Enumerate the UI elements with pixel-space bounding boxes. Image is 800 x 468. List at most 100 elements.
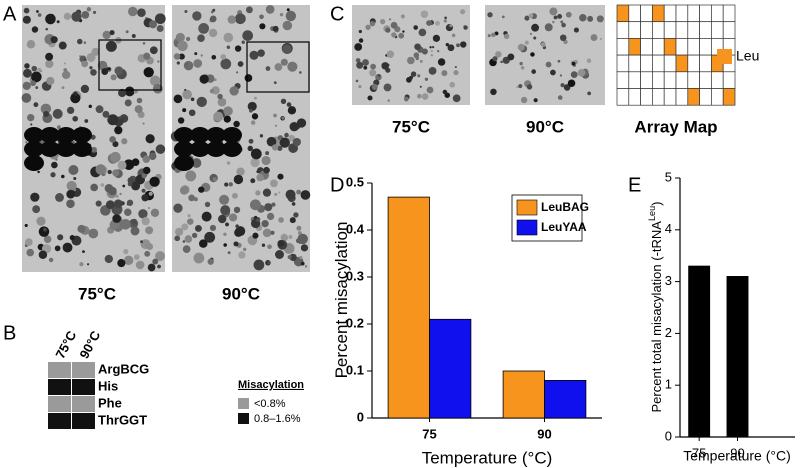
spot (177, 117, 185, 124)
spot (596, 15, 604, 23)
spot (281, 116, 285, 120)
spot (274, 63, 283, 71)
spot (33, 102, 39, 108)
spot (249, 108, 253, 113)
spot (173, 53, 181, 60)
spot (280, 58, 288, 66)
spot (288, 134, 295, 142)
spot (236, 71, 239, 74)
caption: Array Map (634, 117, 717, 136)
spot (37, 170, 40, 174)
spot (557, 59, 561, 63)
map-cell (675, 88, 689, 106)
spot (271, 202, 276, 207)
spot (174, 155, 194, 171)
spot (289, 217, 296, 224)
spot (184, 62, 189, 67)
map-cell (699, 54, 712, 73)
legend-title: Misacylation (238, 379, 304, 391)
spot (86, 53, 96, 62)
spot (217, 97, 227, 107)
x-tick-label: 90 (730, 445, 744, 460)
spot (43, 227, 47, 232)
spot (453, 70, 459, 76)
spot (64, 62, 67, 65)
legend-label: Leu (736, 48, 759, 64)
spot (56, 127, 76, 143)
map-cell (616, 71, 630, 89)
bar (726, 276, 749, 438)
spot (300, 261, 305, 266)
spot (24, 223, 28, 228)
column-label: 75°C (52, 328, 79, 361)
spot (565, 11, 572, 18)
spot (229, 86, 239, 96)
spot (220, 58, 232, 70)
spot (407, 56, 415, 65)
spot (105, 200, 115, 210)
spot (287, 255, 292, 260)
spot (83, 41, 87, 44)
spot (27, 114, 35, 122)
map-cell (652, 54, 665, 73)
map-cell (722, 4, 736, 23)
y-tick-label: 3 (665, 273, 672, 288)
spot (31, 65, 38, 72)
spot (550, 69, 556, 76)
spot (201, 211, 212, 222)
map-cell (687, 38, 700, 56)
spot (263, 166, 270, 174)
map-cell (628, 21, 641, 39)
spot (24, 155, 44, 171)
map-cell (711, 4, 724, 23)
spot (110, 74, 117, 81)
spot (217, 93, 223, 100)
row-label: ArgBCG (98, 361, 149, 376)
spot (131, 218, 137, 225)
spot (228, 182, 233, 187)
spot (292, 137, 301, 147)
spot (233, 206, 241, 214)
heat-cell (48, 379, 71, 395)
spot (109, 136, 116, 143)
panel-label: C (330, 3, 344, 25)
legend-label: 0.8–1.6% (254, 413, 301, 425)
spot (58, 41, 67, 50)
spot (72, 115, 79, 122)
spot (233, 120, 240, 128)
map-cell (616, 4, 630, 23)
spot (586, 58, 592, 63)
spot (184, 88, 187, 91)
spot (233, 174, 244, 185)
spot (130, 226, 140, 236)
spot (413, 52, 420, 59)
spot (100, 183, 105, 187)
spot (599, 37, 602, 40)
spot (146, 243, 154, 251)
spot (271, 144, 279, 151)
spot (297, 231, 302, 235)
spot (234, 13, 246, 25)
spot (198, 186, 205, 193)
spot (138, 209, 148, 219)
spot (26, 39, 36, 49)
spot (426, 86, 434, 94)
spot (273, 81, 277, 85)
spot (142, 155, 151, 164)
spot (66, 189, 76, 199)
spot (143, 67, 154, 78)
heat-cell (72, 413, 95, 429)
spot (428, 66, 437, 75)
spot (72, 141, 92, 157)
y-axis-label: Percent total misacylation (-tRNALeu) (647, 202, 664, 413)
spot (79, 262, 84, 267)
spot (272, 25, 279, 32)
spot (264, 203, 273, 212)
spot (174, 235, 181, 242)
spot (220, 205, 231, 216)
spot (387, 99, 390, 102)
map-cell (711, 71, 724, 89)
spot (190, 127, 210, 143)
spot (495, 51, 502, 58)
spot (73, 91, 78, 96)
